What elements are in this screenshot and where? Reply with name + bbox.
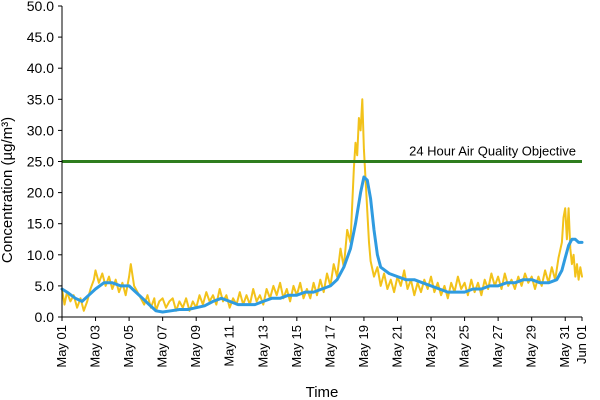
y-tick-label: 10.0: [27, 247, 54, 263]
x-tick-label: May 25: [457, 325, 472, 368]
x-tick-label: May 13: [255, 325, 270, 368]
y-tick-label: 15.0: [27, 216, 54, 232]
x-tick-label: May 05: [121, 325, 136, 368]
series-line-rolling: [60, 175, 584, 314]
y-axis-label: Concentration (µg/m³): [0, 117, 16, 263]
x-tick-label: May 31: [557, 325, 572, 368]
objective-label: 24 Hour Air Quality Objective: [409, 144, 576, 159]
y-tick-label: 0.0: [35, 309, 55, 325]
x-tick-label: May 27: [490, 325, 505, 368]
y-tick-label: 20.0: [27, 185, 54, 201]
y-tick-label: 40.0: [27, 60, 54, 76]
x-tick-label: May 29: [524, 325, 539, 368]
y-tick-label: 25.0: [27, 154, 54, 170]
x-axis-label: Time: [306, 384, 339, 400]
y-tick-label: 5.0: [35, 278, 55, 294]
x-tick-label: May 11: [222, 325, 237, 367]
x-tick-label: May 19: [356, 325, 371, 368]
x-tick-label: Jun 01: [574, 325, 589, 364]
x-tick-label: May 09: [188, 325, 203, 368]
x-tick-label: May 15: [289, 325, 304, 368]
series-line-hourly: [61, 98, 583, 312]
x-tick-label: May 21: [389, 325, 404, 368]
x-tick-label: May 23: [423, 325, 438, 368]
y-tick-label: 30.0: [27, 122, 54, 138]
plot-area: 0.0 5.0 10.0 15.0 20.0 25.0 30.0 35.0 40.0 45.0 50…: [27, 0, 589, 368]
y-tick-label: 45.0: [27, 29, 54, 45]
x-tick-label: May 03: [88, 325, 103, 368]
y-tick-label: 50.0: [27, 0, 54, 14]
x-tick-label: May 01: [54, 325, 69, 368]
x-tick-label: May 07: [155, 325, 170, 368]
x-tick-label: May 17: [322, 325, 337, 368]
y-tick-label: 35.0: [27, 91, 54, 107]
